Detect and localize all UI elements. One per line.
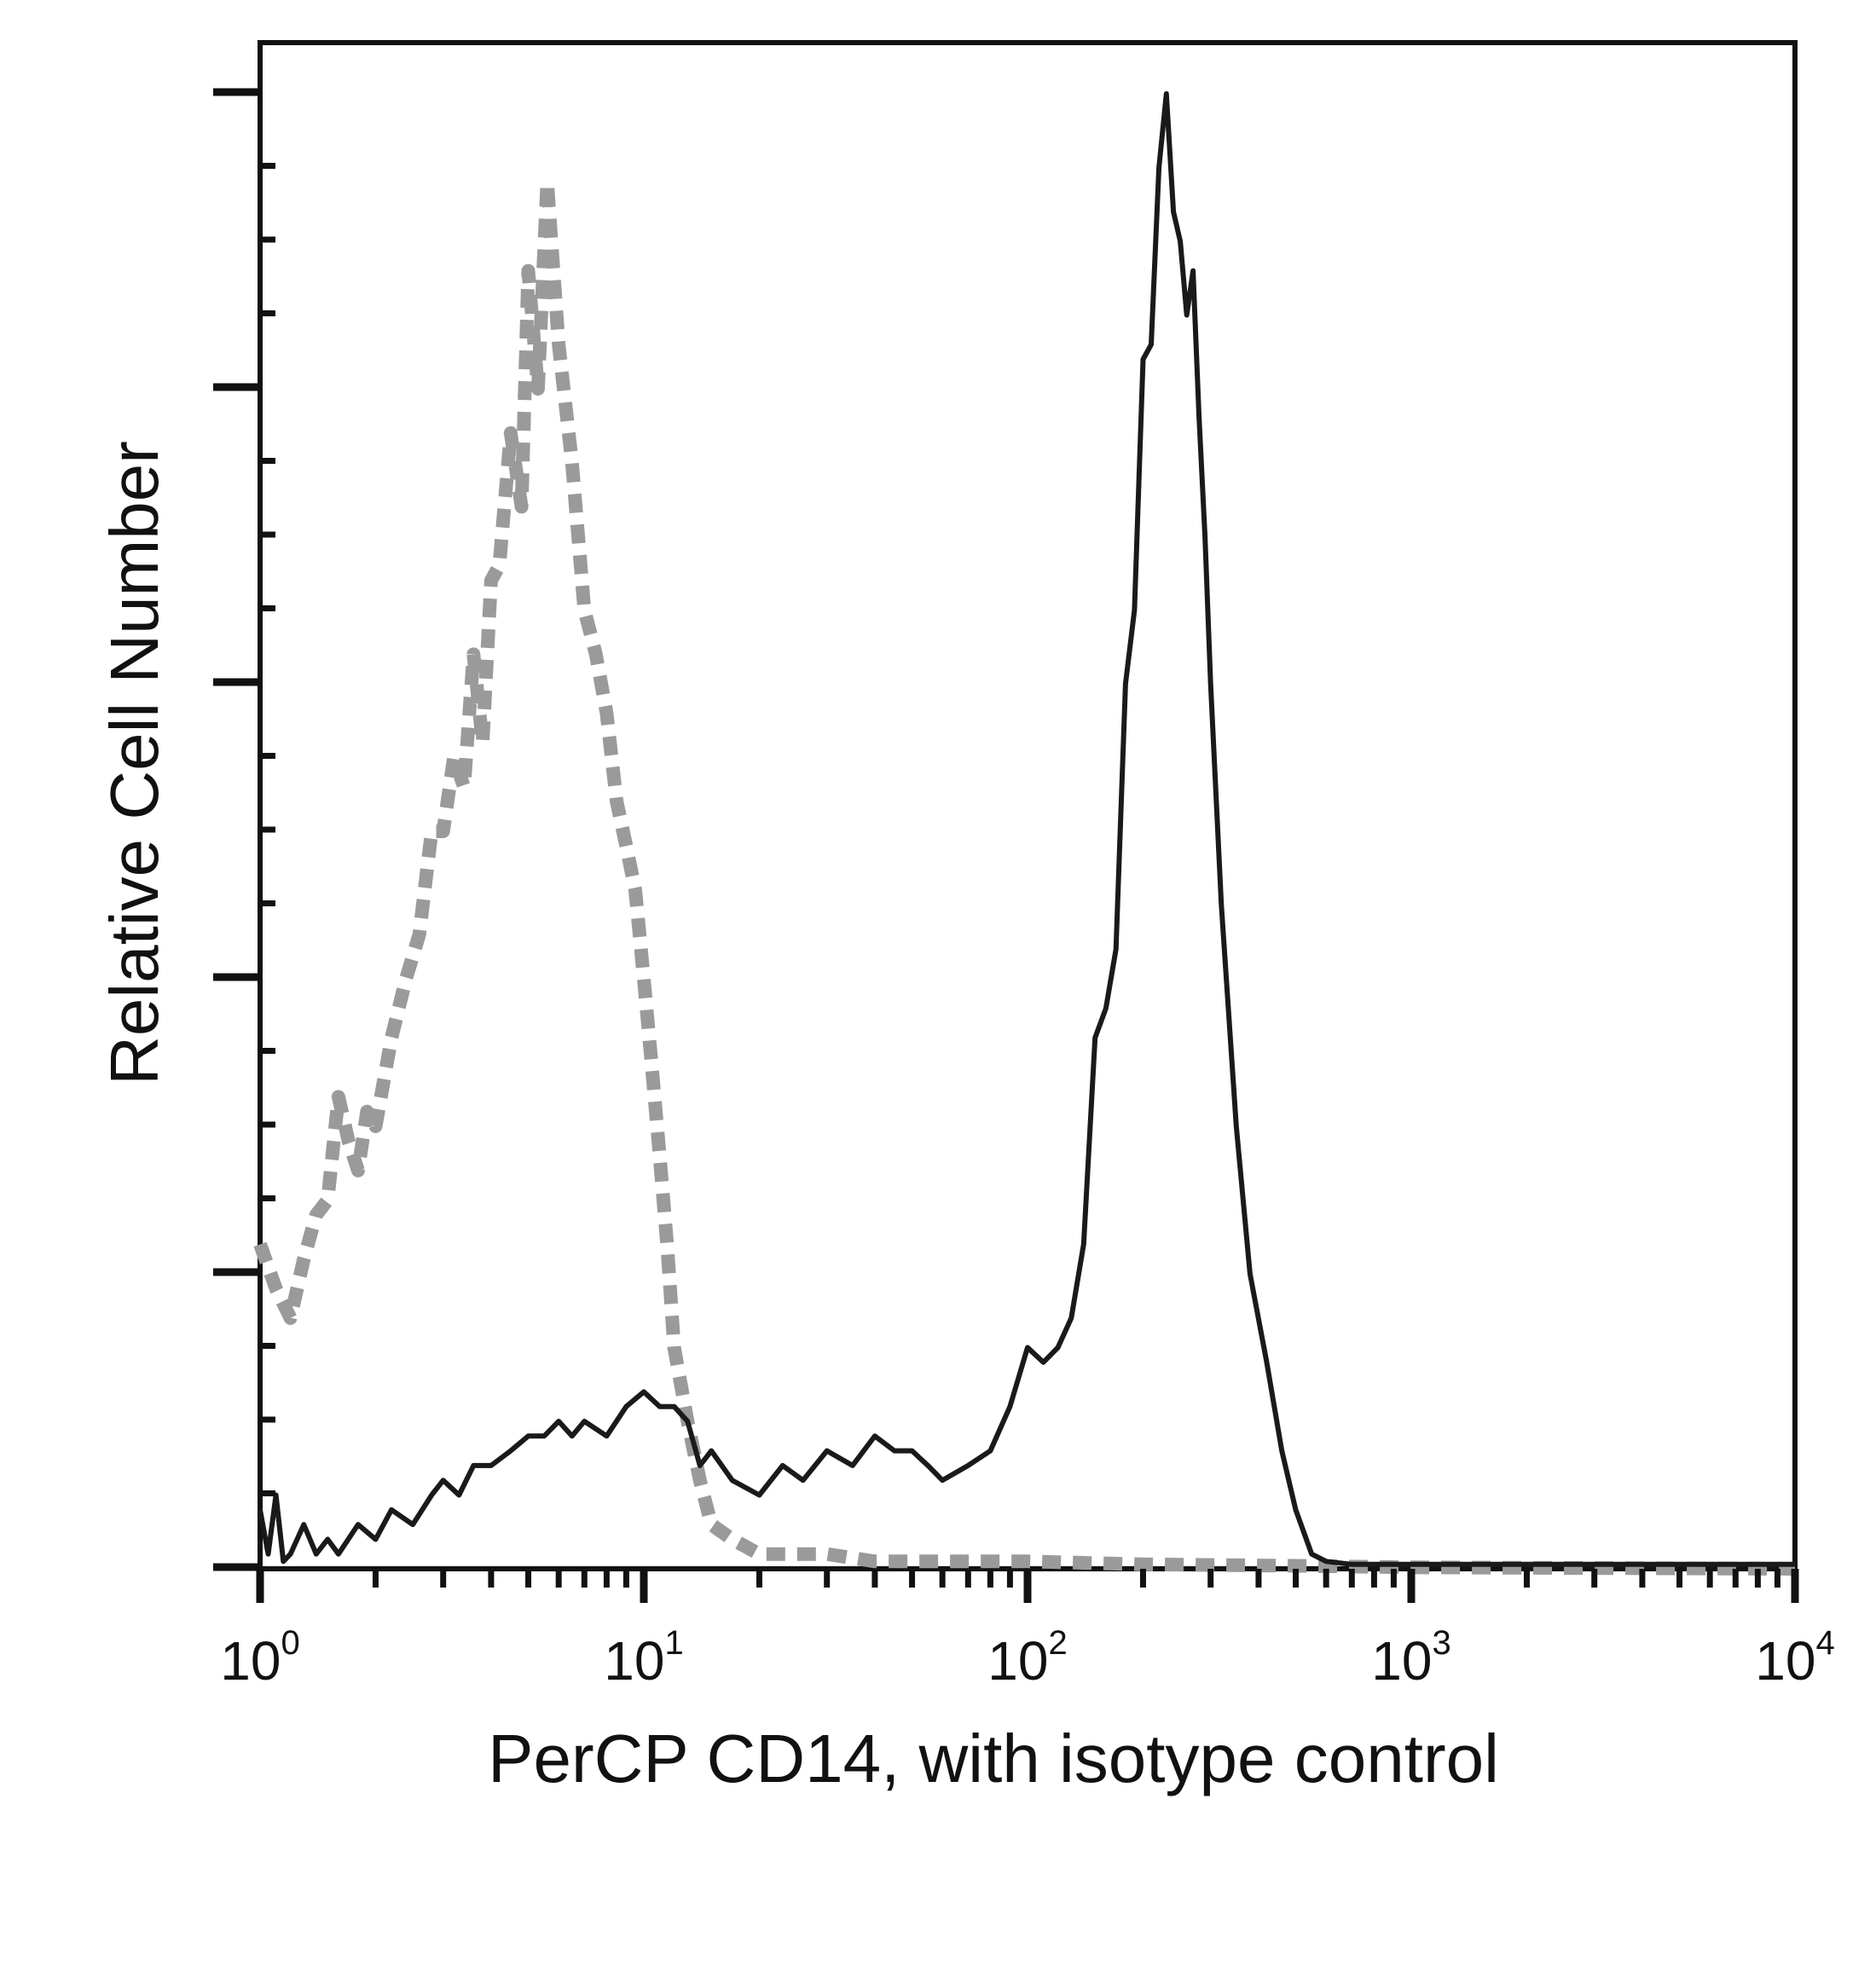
series-layer [253, 91, 1796, 1576]
x-axis-tick-labels: 100 101 102 103 104 [220, 1624, 1834, 1692]
x-tick-label: 100 [220, 1624, 299, 1692]
x-tick-label: 102 [987, 1624, 1067, 1692]
x-tick-label: 101 [604, 1624, 683, 1692]
percp-cd14-series-line [258, 91, 1795, 1567]
x-axis-ticks [256, 1569, 1799, 1603]
x-tick-label: 103 [1371, 1624, 1450, 1692]
x-tick-label: 104 [1755, 1624, 1834, 1692]
y-axis-title: Relative Cell Number [96, 441, 172, 1085]
isotype-control-series-line [253, 175, 1796, 1576]
y-axis-ticks [213, 88, 275, 1571]
x-axis-title: PerCP CD14, with isotype control [488, 1721, 1499, 1796]
plot-frame [258, 40, 1798, 1571]
